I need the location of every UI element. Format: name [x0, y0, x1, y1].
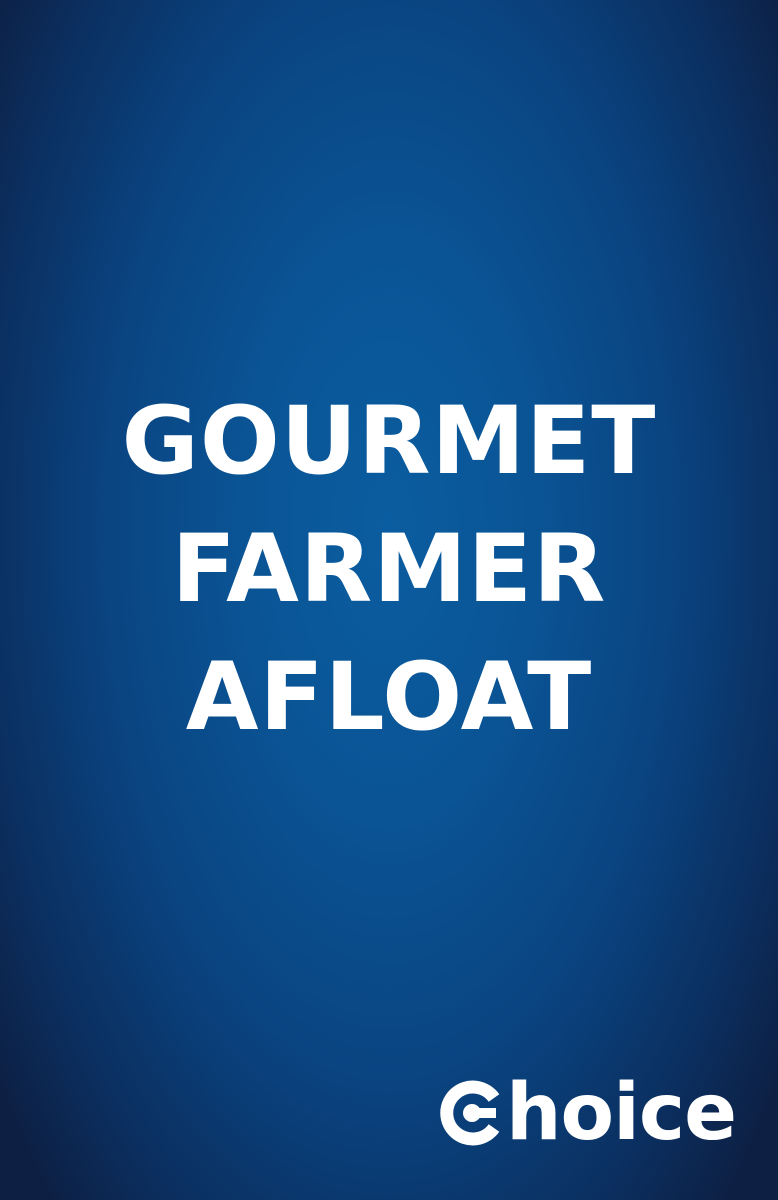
title-line-3: AFLOAT	[185, 643, 593, 752]
title-line-2: FARMER	[171, 515, 607, 624]
logo-text: hoice	[506, 1068, 737, 1158]
choice-logo: hoice	[438, 1068, 737, 1158]
title-line-1: GOURMET	[121, 387, 657, 496]
choice-c-icon	[440, 1080, 500, 1146]
title: GOURMET FARMER AFLOAT	[0, 378, 778, 762]
